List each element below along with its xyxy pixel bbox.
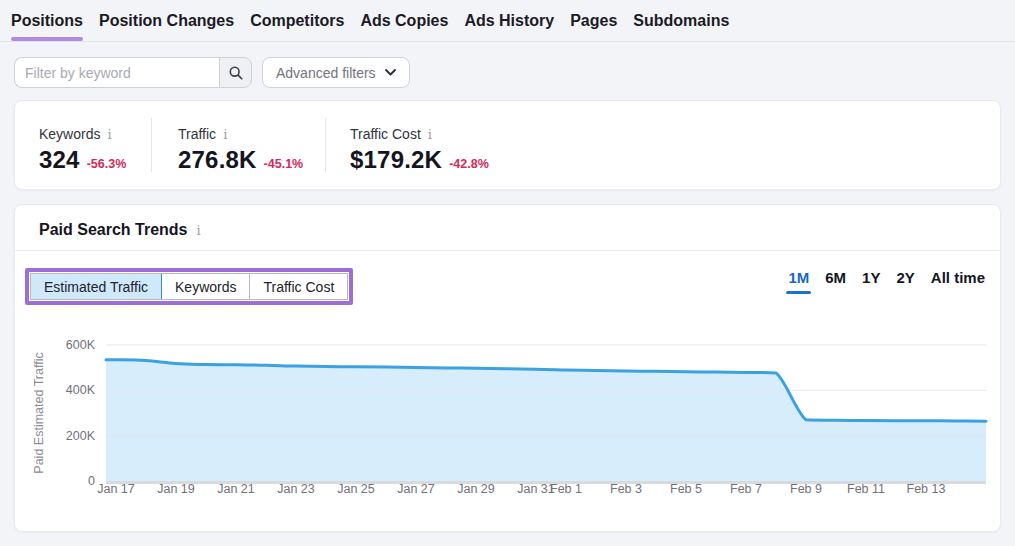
- stat-change: -42.8%: [449, 157, 489, 171]
- info-icon[interactable]: i: [428, 128, 432, 141]
- x-tick-label: Jan 29: [457, 482, 495, 496]
- stat-traffic: Traffic i 276.8K -45.1%: [178, 126, 325, 174]
- stat-change: -56.3%: [87, 157, 127, 171]
- range-all-time[interactable]: All time: [931, 269, 985, 288]
- time-range-selector: 1M 6M 1Y 2Y All time: [788, 269, 985, 288]
- range-6m[interactable]: 6M: [825, 269, 846, 288]
- trends-title: Paid Search Trends: [39, 221, 188, 239]
- x-tick-label: Jan 17: [97, 482, 135, 496]
- stat-value: $179.2K: [350, 146, 442, 174]
- range-1m[interactable]: 1M: [788, 269, 809, 288]
- active-range-underline: [786, 291, 811, 294]
- tab-pages[interactable]: Pages: [570, 0, 617, 41]
- chevron-down-icon: [385, 69, 396, 76]
- tab-bar: Positions Position Changes Competitors A…: [0, 0, 1015, 42]
- x-tick-label: Feb 3: [610, 482, 642, 496]
- stat-value: 276.8K: [178, 146, 257, 174]
- stat-label: Keywords: [39, 126, 100, 142]
- x-tick-label: Jan 19: [157, 482, 195, 496]
- annotation-highlight-box: Estimated Traffic Keywords Traffic Cost: [25, 268, 353, 305]
- tab-ads-copies[interactable]: Ads Copies: [360, 0, 448, 41]
- search-button[interactable]: [219, 57, 252, 88]
- info-icon[interactable]: i: [223, 128, 227, 141]
- info-icon[interactable]: i: [107, 128, 111, 141]
- keyword-filter-group: [14, 57, 252, 88]
- search-icon: [228, 65, 244, 81]
- divider: [151, 118, 152, 172]
- metric-toggle-group: Estimated Traffic Keywords Traffic Cost: [30, 273, 348, 300]
- toggle-keywords[interactable]: Keywords: [161, 274, 249, 299]
- x-tick-label: Feb 9: [790, 482, 822, 496]
- toggle-estimated-traffic[interactable]: Estimated Traffic: [31, 274, 161, 299]
- range-2y[interactable]: 2Y: [896, 269, 914, 288]
- y-axis-title: Paid Estimated Traffic: [32, 352, 46, 473]
- summary-stats-card: Keywords i 324 -56.3% Traffic i 276.8K -…: [14, 100, 1001, 190]
- stat-keywords: Keywords i 324 -56.3%: [39, 126, 151, 174]
- x-tick-label: Feb 7: [730, 482, 762, 496]
- paid-trends-chart: 0 200K 400K 600K Jan 17 Jan 19 Jan 21 Jan 23 Jan…: [15, 325, 1002, 533]
- range-1y[interactable]: 1Y: [862, 269, 880, 288]
- y-tick-label: 400K: [66, 383, 96, 397]
- tab-competitors[interactable]: Competitors: [250, 0, 344, 41]
- tab-ads-history[interactable]: Ads History: [464, 0, 554, 41]
- advanced-filters-button[interactable]: Advanced filters: [262, 57, 410, 88]
- stat-label: Traffic: [178, 126, 216, 142]
- info-icon[interactable]: i: [197, 224, 201, 237]
- x-tick-label: Feb 5: [670, 482, 702, 496]
- x-tick-label: Jan 25: [337, 482, 375, 496]
- keyword-filter-input[interactable]: [14, 57, 219, 88]
- y-tick-label: 0: [88, 474, 95, 488]
- trends-header: Paid Search Trends i: [15, 205, 1000, 251]
- stat-change: -45.1%: [264, 157, 304, 171]
- y-tick-label: 200K: [66, 429, 96, 443]
- x-tick-label: Jan 21: [217, 482, 255, 496]
- y-tick-label: 600K: [66, 338, 96, 352]
- x-tick-label: Feb 13: [907, 482, 946, 496]
- tab-positions[interactable]: Positions: [11, 0, 83, 41]
- active-tab-underline: [11, 37, 83, 41]
- paid-search-trends-card: Paid Search Trends i Estimated Traffic K…: [14, 204, 1001, 532]
- x-tick-label: Jan 27: [397, 482, 435, 496]
- x-tick-label: Feb 11: [847, 482, 885, 496]
- stat-value: 324: [39, 146, 80, 174]
- toggle-traffic-cost[interactable]: Traffic Cost: [249, 274, 347, 299]
- tab-position-changes[interactable]: Position Changes: [99, 0, 234, 41]
- filter-row: Advanced filters: [14, 57, 410, 88]
- stat-traffic-cost: Traffic Cost i $179.2K -42.8%: [350, 126, 489, 174]
- tab-subdomains[interactable]: Subdomains: [633, 0, 729, 41]
- x-tick-label: Feb 1: [550, 482, 582, 496]
- advertising-research-page: Positions Position Changes Competitors A…: [0, 0, 1015, 546]
- x-tick-label: Jan 23: [277, 482, 315, 496]
- stat-label: Traffic Cost: [350, 126, 421, 142]
- divider: [325, 118, 326, 172]
